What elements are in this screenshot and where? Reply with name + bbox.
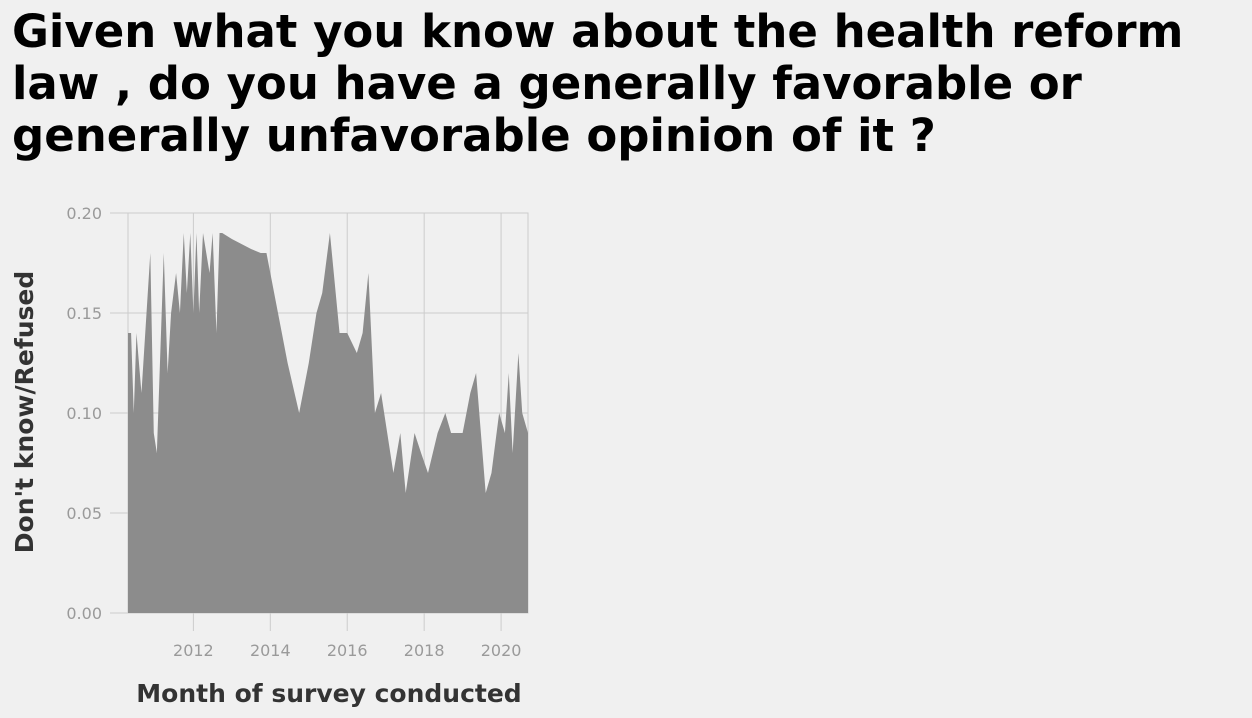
x-tick-label-4: 2020	[481, 641, 522, 660]
x-tick-label-2: 2016	[327, 641, 368, 660]
tick-labels: 0.00 0.05 0.10 0.15 0.20 2012 2014 2016 2018 2020	[66, 204, 521, 660]
y-tick-label-1: 0.05	[66, 504, 102, 523]
x-tick-label-1: 2014	[250, 641, 291, 660]
x-tick-label-0: 2012	[173, 641, 214, 660]
x-tick-label-3: 2018	[404, 641, 445, 660]
y-tick-label-4: 0.20	[66, 204, 102, 223]
area-series	[128, 233, 528, 613]
area-series-0	[128, 233, 528, 613]
axes	[110, 212, 502, 631]
chart-title: Given what you know about the health ref…	[12, 5, 1184, 162]
y-tick-label-3: 0.15	[66, 304, 102, 323]
y-tick-label-0: 0.00	[66, 604, 102, 623]
y-tick-label-2: 0.10	[66, 404, 102, 423]
y-axis-title: Don't know/Refused	[10, 271, 39, 553]
x-axis-title: Month of survey conducted	[136, 679, 521, 708]
